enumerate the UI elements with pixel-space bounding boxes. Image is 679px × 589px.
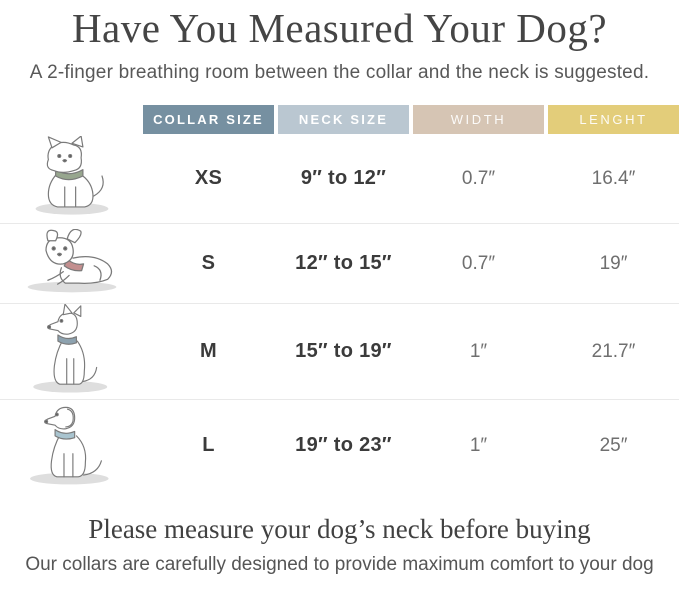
table-row-s: S 12″ to 15″ 0.7″ 19″ (0, 224, 679, 304)
westie-dog-illustration (0, 135, 143, 222)
page-subtitle: A 2-finger breathing room between the co… (29, 62, 650, 83)
cell-neck-size: 19″ to 23″ (295, 434, 392, 456)
header-spacer (0, 105, 143, 134)
table-row-xs: XS 9″ to 12″ 0.7″ 16.4″ (0, 134, 679, 224)
cell-neck-size: 15″ to 19″ (295, 340, 392, 362)
cell-width: 1″ (469, 434, 488, 456)
cell-neck-size: 12″ to 15″ (295, 252, 392, 274)
cell-collar-size: XS (194, 167, 223, 189)
cell-collar-size: L (202, 434, 215, 456)
cell-width: 0.7″ (461, 252, 496, 274)
cell-width: 0.7″ (461, 167, 496, 189)
size-table: COLLAR SIZE NECK SIZE WIDTH LENGHT (0, 105, 679, 491)
cell-neck-size: 9″ to 12″ (300, 167, 387, 189)
footer-title: Please measure your dog’s neck before bu… (88, 514, 591, 544)
footer-note: Our collars are carefully designed to pr… (25, 554, 654, 575)
column-header-neck-size: NECK SIZE (278, 105, 409, 134)
cell-length: 19″ (599, 252, 628, 274)
cell-length: 21.7″ (591, 340, 636, 362)
page-title: Have You Measured Your Dog? (71, 5, 608, 51)
cell-length: 25″ (599, 434, 628, 456)
cell-collar-size: M (200, 340, 217, 362)
cell-width: 1″ (469, 340, 488, 362)
size-table-header: COLLAR SIZE NECK SIZE WIDTH LENGHT (0, 105, 679, 134)
cell-collar-size: S (201, 252, 216, 274)
column-header-length: LENGHT (548, 105, 679, 134)
column-header-collar-size: COLLAR SIZE (143, 105, 274, 134)
column-header-width: WIDTH (413, 105, 544, 134)
table-row-m: M 15″ to 19″ 1″ 21.7″ (0, 303, 679, 400)
terrier-sitting-illustration (0, 303, 143, 400)
cell-length: 16.4″ (591, 167, 636, 189)
french-bulldog-illustration (0, 228, 143, 299)
labrador-sitting-illustration (0, 400, 143, 492)
table-row-l: L 19″ to 23″ 1″ 25″ (0, 400, 679, 491)
